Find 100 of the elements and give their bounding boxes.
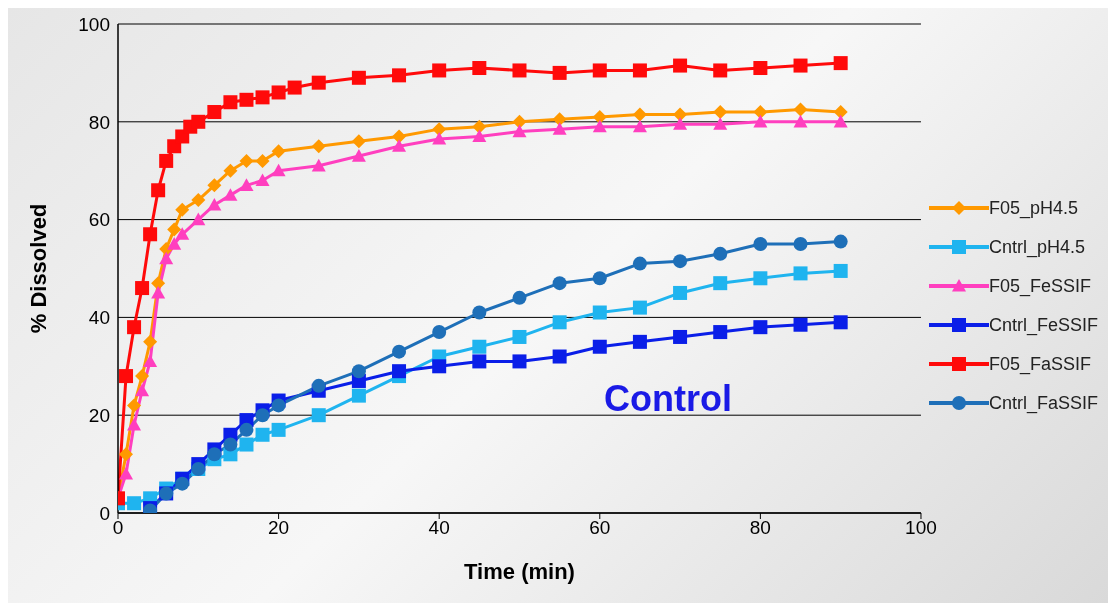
point [135, 281, 150, 296]
point [713, 246, 728, 261]
point [151, 285, 166, 299]
point [673, 117, 688, 130]
point [512, 124, 527, 138]
point [119, 369, 134, 384]
point [175, 476, 190, 491]
point [255, 90, 270, 105]
point [833, 263, 848, 278]
x-axis-title: Time (min) [464, 559, 575, 584]
point [175, 202, 190, 217]
point [311, 75, 326, 90]
point [311, 378, 326, 393]
point [159, 153, 174, 168]
point [753, 271, 768, 286]
point [311, 158, 326, 172]
point [713, 276, 728, 291]
point [673, 254, 688, 269]
legend-label: Cntrl_FaSSIF [988, 392, 1098, 414]
point [552, 65, 567, 80]
point [255, 408, 270, 423]
point [432, 359, 447, 374]
point [472, 129, 487, 143]
point [255, 153, 270, 168]
legend-label: F05_FeSSIF [988, 275, 1092, 297]
point [592, 271, 607, 286]
point [271, 144, 286, 159]
point [127, 320, 142, 335]
point [713, 325, 728, 340]
point [271, 163, 286, 177]
point [592, 305, 607, 320]
point [223, 163, 238, 178]
point [351, 364, 366, 379]
point [151, 276, 166, 291]
point [311, 139, 326, 154]
point [239, 178, 254, 191]
point [135, 369, 150, 384]
point [552, 122, 567, 135]
point [271, 422, 286, 437]
point [351, 388, 366, 403]
y-tick-label: 100 [78, 13, 110, 35]
point [223, 437, 238, 452]
point [207, 178, 222, 193]
point [512, 354, 527, 369]
point [673, 58, 688, 73]
point [271, 398, 286, 413]
point [351, 149, 366, 162]
point [833, 56, 848, 71]
point [472, 119, 487, 134]
point [207, 197, 222, 211]
point [191, 114, 206, 129]
point [255, 173, 270, 187]
point [512, 63, 527, 78]
point [223, 188, 238, 201]
point [552, 315, 567, 330]
legend-label: Cntrl_pH4.5 [988, 236, 1086, 258]
point [239, 422, 254, 437]
legend-label: F05_pH4.5 [988, 197, 1079, 219]
point [793, 317, 808, 332]
point [287, 80, 302, 95]
y-tick-label: 20 [88, 404, 110, 426]
point [512, 329, 527, 344]
point [512, 114, 527, 129]
point [552, 112, 567, 127]
point [753, 114, 768, 128]
point [592, 63, 607, 78]
point [833, 114, 848, 128]
point [191, 193, 206, 208]
point [167, 237, 182, 250]
point [472, 339, 487, 354]
point [311, 408, 326, 423]
y-tick-label: 40 [88, 307, 110, 329]
point [239, 153, 254, 168]
point [392, 344, 407, 359]
point [632, 334, 647, 349]
point [592, 119, 607, 133]
point [143, 334, 158, 349]
point [713, 105, 728, 120]
point [223, 95, 238, 110]
point [793, 237, 808, 252]
point [135, 383, 150, 397]
point [632, 119, 647, 133]
point [592, 109, 607, 124]
point [191, 212, 206, 226]
y-tick-label: 0 [99, 502, 110, 524]
point [167, 222, 182, 237]
point [159, 251, 174, 265]
point [392, 139, 407, 152]
x-tick-label: 100 [905, 517, 937, 539]
y-axis-title: % Dissolved [25, 203, 51, 334]
point [472, 354, 487, 369]
point [713, 63, 728, 78]
y-tick-label: 80 [88, 111, 110, 133]
x-tick-label: 20 [268, 517, 290, 539]
point [673, 107, 688, 122]
point [713, 117, 728, 130]
point [175, 227, 190, 240]
point [151, 183, 166, 198]
point [432, 63, 447, 78]
point [207, 105, 222, 120]
